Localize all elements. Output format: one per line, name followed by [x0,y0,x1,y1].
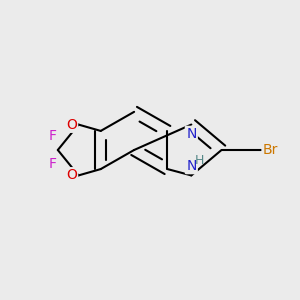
Text: H: H [194,154,204,167]
Text: N: N [186,127,196,141]
Text: O: O [66,118,77,132]
Text: N: N [186,159,196,173]
Text: O: O [66,168,77,182]
Text: F: F [48,129,56,143]
Text: Br: Br [263,143,278,157]
Text: F: F [48,157,56,171]
